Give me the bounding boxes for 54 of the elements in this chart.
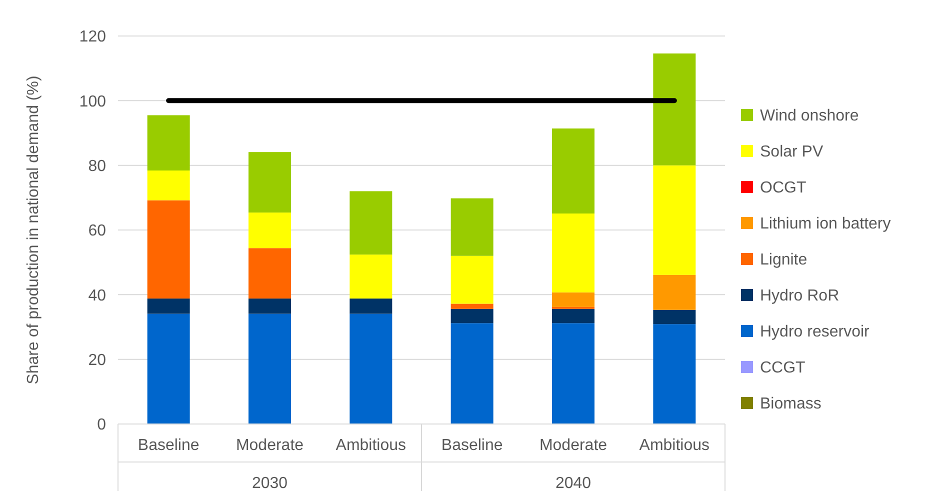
bar — [248, 314, 291, 424]
bar — [653, 274, 696, 310]
y-tick-label: 40 — [88, 287, 106, 304]
legend-label: Biomass — [760, 396, 822, 413]
text: 2040 — [555, 475, 592, 492]
bar — [552, 214, 594, 292]
y-tick-label: 120 — [79, 28, 106, 46]
bar — [248, 152, 291, 213]
bar — [552, 128, 594, 214]
x-tick-label: Ambitious — [336, 437, 406, 454]
legend-label: Lithium ion battery — [760, 216, 891, 233]
bar — [450, 323, 494, 424]
legend-label: CCGT — [760, 360, 806, 377]
bar — [450, 308, 494, 324]
bar — [147, 200, 190, 299]
text: 2030 — [252, 475, 288, 492]
y-axis-title: Share of production in national demand (%) — [25, 76, 42, 384]
legend-label: Solar PV — [760, 144, 824, 161]
bar — [350, 298, 392, 314]
bar — [552, 308, 594, 324]
bar — [147, 314, 190, 424]
legend-label: OCGT — [760, 180, 806, 197]
legend-label: Lignite — [760, 252, 808, 269]
bar — [147, 115, 190, 171]
bar — [147, 298, 190, 314]
y-tick-label: 60 — [88, 222, 106, 240]
bar — [350, 314, 392, 424]
legend-label: Hydro RoR — [760, 288, 840, 305]
y-tick-label: 100 — [79, 93, 106, 110]
y-tick-label: 80 — [88, 158, 106, 175]
x-tick-label: Ambitious — [639, 437, 710, 454]
y-tick-label: 20 — [88, 352, 106, 369]
bar — [552, 323, 594, 424]
bar — [350, 254, 392, 299]
bar — [450, 304, 494, 309]
bar — [450, 198, 494, 256]
bar — [653, 53, 696, 166]
bar — [450, 256, 494, 304]
x-tick-label: Moderate — [539, 437, 608, 454]
bar — [248, 212, 291, 248]
bar — [552, 292, 594, 307]
bar — [653, 165, 696, 275]
bar — [248, 248, 291, 299]
bar — [350, 191, 392, 255]
x-tick-label: Baseline — [441, 437, 503, 454]
bar — [653, 310, 696, 324]
bar — [147, 170, 190, 200]
x-tick-label: Moderate — [236, 437, 304, 454]
y-tick-label: 0 — [97, 416, 106, 434]
bar — [248, 298, 291, 314]
legend-label: Wind onshore — [760, 108, 859, 125]
x-tick-label: Baseline — [138, 437, 200, 454]
bar — [653, 324, 696, 424]
legend-label: Hydro reservoir — [760, 324, 870, 341]
